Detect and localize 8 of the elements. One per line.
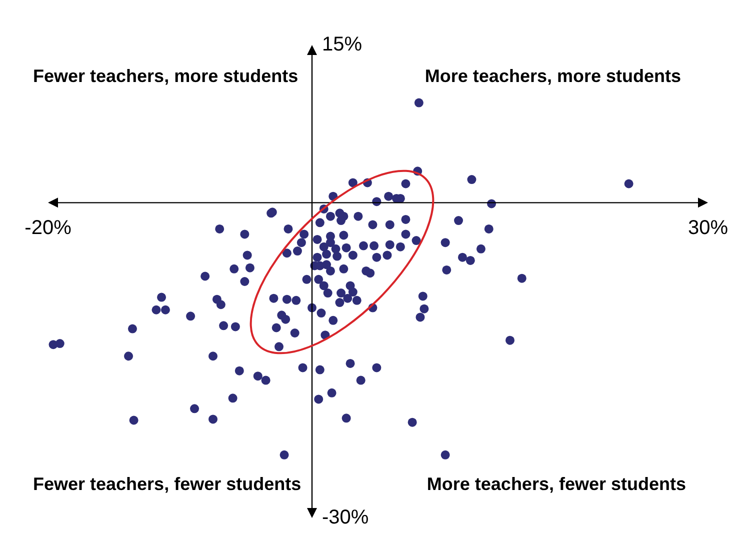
annotation: More teachers, fewer students bbox=[426, 474, 686, 494]
x-tick-label: 30% bbox=[688, 217, 728, 240]
annotation: Fewer teachers, fewer students bbox=[33, 474, 302, 494]
annotation: More teachers, more students bbox=[424, 66, 681, 86]
y-tick-label: -30% bbox=[322, 506, 369, 529]
y-tick-label: 15% bbox=[322, 34, 362, 56]
annotation: Fewer teachers, more students bbox=[33, 66, 298, 86]
x-tick-label: -20% bbox=[24, 217, 72, 240]
